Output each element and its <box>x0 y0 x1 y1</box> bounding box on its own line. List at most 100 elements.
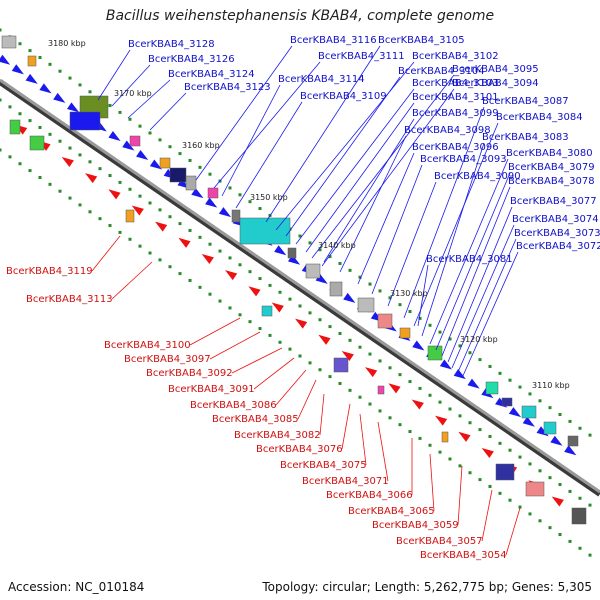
reverse-gene-arrow[interactable] <box>106 186 121 200</box>
feature-block[interactable] <box>571 507 587 525</box>
forward-gene-label[interactable]: BcerKBAB4_3124 <box>168 69 255 80</box>
reverse-gene-arrow[interactable] <box>549 493 564 507</box>
forward-gene-arrow[interactable] <box>122 140 136 153</box>
reverse-gene-label[interactable]: BcerKBAB4_3082 <box>234 430 321 441</box>
reverse-gene-arrow[interactable] <box>456 428 471 442</box>
forward-gene-arrow[interactable] <box>274 245 288 258</box>
forward-gene-arrow[interactable] <box>136 150 150 163</box>
forward-gene-label[interactable]: BcerKBAB4_3080 <box>506 148 593 159</box>
feature-block[interactable] <box>129 135 141 147</box>
reverse-gene-label[interactable]: BcerKBAB4_3085 <box>212 414 299 425</box>
reverse-gene-label[interactable]: BcerKBAB4_3065 <box>348 506 435 517</box>
reverse-gene-label[interactable]: BcerKBAB4_3113 <box>26 294 113 305</box>
reverse-gene-arrow[interactable] <box>386 380 401 394</box>
reverse-gene-arrow[interactable] <box>153 218 168 232</box>
forward-gene-arrow[interactable] <box>67 102 81 115</box>
forward-gene-label[interactable]: BcerKBAB4_3072 <box>516 241 600 252</box>
forward-gene-label[interactable]: BcerKBAB4_3078 <box>508 176 595 187</box>
forward-gene-label[interactable]: BcerKBAB4_3077 <box>510 196 597 207</box>
reverse-gene-arrow[interactable] <box>363 364 378 378</box>
reverse-gene-arrow[interactable] <box>269 299 284 313</box>
forward-gene-label[interactable]: BcerKBAB4_3096 <box>412 142 499 153</box>
forward-gene-label[interactable]: BcerKBAB4_3098 <box>404 125 491 136</box>
feature-block[interactable] <box>377 385 385 395</box>
feature-block[interactable] <box>231 209 241 223</box>
feature-block[interactable] <box>567 435 579 447</box>
reverse-gene-arrow[interactable] <box>293 315 308 329</box>
forward-gene-label[interactable]: BcerKBAB4_3114 <box>278 74 365 85</box>
forward-gene-label[interactable]: BcerKBAB4_3081 <box>426 254 513 265</box>
forward-gene-arrow[interactable] <box>453 369 468 382</box>
reverse-gene-label[interactable]: BcerKBAB4_3076 <box>256 444 343 455</box>
reverse-gene-arrow[interactable] <box>83 170 98 184</box>
reverse-gene-arrow[interactable] <box>129 202 144 216</box>
feature-block[interactable] <box>377 313 393 329</box>
reverse-gene-arrow[interactable] <box>409 396 424 410</box>
reverse-gene-arrow[interactable] <box>246 283 261 297</box>
reverse-gene-arrow[interactable] <box>176 234 191 248</box>
forward-gene-label[interactable]: BcerKBAB4_3111 <box>318 51 405 62</box>
feature-block[interactable] <box>261 305 273 317</box>
reverse-gene-arrow[interactable] <box>199 251 214 265</box>
reverse-gene-label[interactable]: BcerKBAB4_3075 <box>280 460 367 471</box>
feature-block[interactable] <box>501 397 513 407</box>
feature-block[interactable] <box>169 167 187 183</box>
forward-gene-arrow[interactable] <box>149 159 164 173</box>
feature-block[interactable] <box>329 281 343 297</box>
forward-gene-arrow[interactable] <box>564 445 578 458</box>
forward-gene-label[interactable]: BcerKBAB4_3095 <box>452 64 539 75</box>
forward-gene-arrow[interactable] <box>550 435 564 449</box>
forward-gene-label[interactable]: BcerKBAB4_3090 <box>434 171 521 182</box>
feature-block[interactable] <box>399 327 411 339</box>
forward-gene-arrow[interactable] <box>205 197 219 211</box>
forward-gene-label[interactable]: BcerKBAB4_3109 <box>300 91 387 102</box>
reverse-gene-label[interactable]: BcerKBAB4_3119 <box>6 266 93 277</box>
forward-gene-label[interactable]: BcerKBAB4_3104 <box>398 66 485 77</box>
forward-gene-label[interactable]: BcerKBAB4_3101 <box>412 92 499 103</box>
forward-gene-arrow[interactable] <box>467 378 481 392</box>
feature-block[interactable] <box>1 35 17 49</box>
forward-gene-arrow[interactable] <box>108 130 122 144</box>
forward-gene-label[interactable]: BcerKBAB4_3105 <box>378 35 465 46</box>
forward-gene-arrow[interactable] <box>412 340 426 353</box>
reverse-gene-arrow[interactable] <box>316 331 331 345</box>
feature-block[interactable] <box>543 421 557 435</box>
forward-gene-arrow[interactable] <box>343 292 357 306</box>
forward-gene-arrow[interactable] <box>508 407 523 420</box>
feature-block[interactable] <box>207 187 219 199</box>
forward-gene-label[interactable]: BcerKBAB4_3128 <box>128 39 215 50</box>
forward-gene-label[interactable]: BcerKBAB4_3087 <box>482 96 569 107</box>
feature-block[interactable] <box>427 345 443 361</box>
forward-gene-arrow[interactable] <box>522 416 537 430</box>
feature-block[interactable] <box>305 263 321 279</box>
reverse-gene-label[interactable]: BcerKBAB4_3100 <box>104 340 191 351</box>
feature-block[interactable] <box>159 157 171 169</box>
forward-gene-label[interactable]: BcerKBAB4_3116 <box>290 35 377 46</box>
reverse-gene-label[interactable]: BcerKBAB4_3071 <box>302 476 389 487</box>
reverse-gene-arrow[interactable] <box>479 445 494 459</box>
reverse-gene-label[interactable]: BcerKBAB4_3066 <box>326 490 413 501</box>
forward-gene-label[interactable]: BcerKBAB4_3083 <box>482 132 569 143</box>
forward-gene-arrow[interactable] <box>439 359 454 373</box>
feature-block[interactable] <box>287 247 297 259</box>
forward-gene-arrow[interactable] <box>39 83 53 96</box>
reverse-gene-label[interactable]: BcerKBAB4_3057 <box>396 536 483 547</box>
reverse-gene-label[interactable]: BcerKBAB4_3091 <box>168 384 255 395</box>
forward-gene-label[interactable]: BcerKBAB4_3102 <box>412 51 499 62</box>
feature-block[interactable] <box>525 481 545 497</box>
forward-gene-label[interactable]: BcerKBAB4_3084 <box>496 112 583 123</box>
reverse-gene-arrow[interactable] <box>59 154 74 168</box>
forward-gene-label[interactable]: BcerKBAB4_3079 <box>508 162 595 173</box>
feature-block[interactable] <box>333 357 349 373</box>
reverse-gene-arrow[interactable] <box>433 412 448 426</box>
reverse-gene-label[interactable]: BcerKBAB4_3092 <box>146 368 233 379</box>
feature-block[interactable] <box>485 381 499 395</box>
forward-gene-arrow[interactable] <box>11 64 26 77</box>
reverse-gene-label[interactable]: BcerKBAB4_3054 <box>420 550 507 561</box>
feature-block[interactable] <box>239 217 291 245</box>
forward-gene-arrow[interactable] <box>0 54 12 68</box>
forward-gene-label[interactable]: BcerKBAB4_3073 <box>514 228 600 239</box>
reverse-gene-arrow[interactable] <box>339 348 354 362</box>
forward-gene-arrow[interactable] <box>25 73 40 87</box>
feature-block[interactable] <box>521 405 537 419</box>
